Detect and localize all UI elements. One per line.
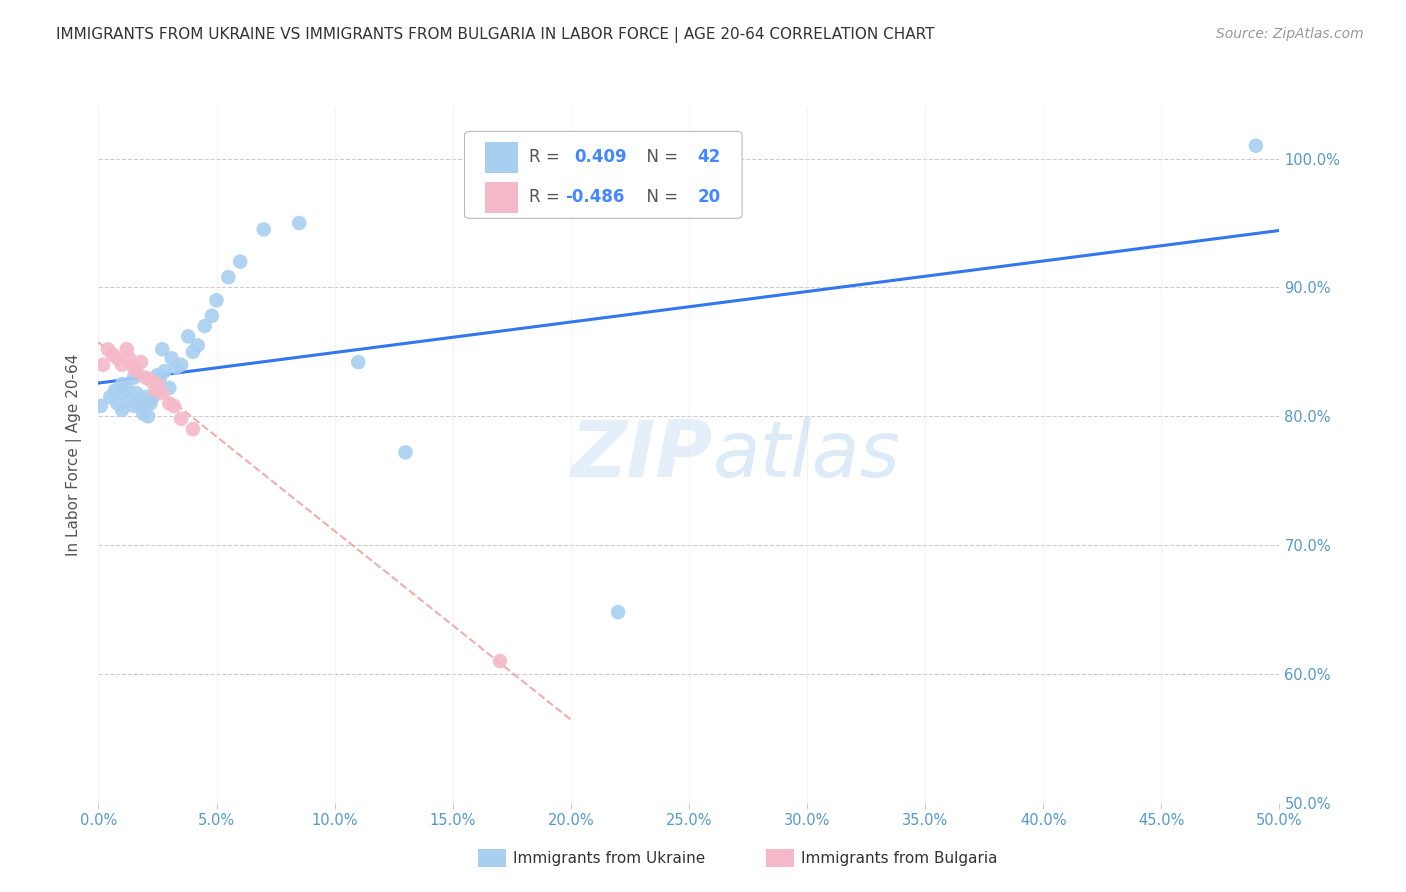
- Point: [135, 370, 157, 384]
- Point: [146, 368, 169, 382]
- Text: -0.486: -0.486: [565, 188, 624, 206]
- Point: [253, 222, 276, 236]
- Point: [170, 412, 193, 426]
- Point: [125, 386, 148, 401]
- Point: [111, 358, 134, 372]
- Point: [153, 364, 176, 378]
- Point: [187, 338, 209, 352]
- Point: [118, 351, 141, 366]
- Point: [288, 216, 311, 230]
- Point: [97, 343, 120, 357]
- Point: [149, 370, 172, 384]
- Point: [122, 399, 145, 413]
- Point: [150, 343, 173, 357]
- Text: atlas: atlas: [713, 417, 900, 493]
- Point: [157, 381, 180, 395]
- Point: [128, 392, 150, 407]
- Point: [205, 293, 228, 308]
- Text: Immigrants from Bulgaria: Immigrants from Bulgaria: [801, 852, 998, 866]
- Point: [135, 399, 157, 413]
- Point: [489, 654, 512, 668]
- Point: [129, 355, 152, 369]
- Point: [139, 396, 162, 410]
- Point: [177, 329, 200, 343]
- Point: [165, 360, 187, 375]
- Point: [160, 351, 183, 366]
- Point: [347, 355, 370, 369]
- FancyBboxPatch shape: [464, 131, 742, 219]
- Point: [122, 370, 145, 384]
- Point: [181, 422, 204, 436]
- Text: ZIP: ZIP: [571, 417, 713, 493]
- Point: [163, 399, 186, 413]
- Text: 20: 20: [697, 188, 720, 206]
- Text: IMMIGRANTS FROM UKRAINE VS IMMIGRANTS FROM BULGARIA IN LABOR FORCE | AGE 20-64 C: IMMIGRANTS FROM UKRAINE VS IMMIGRANTS FR…: [56, 27, 935, 43]
- Point: [150, 386, 173, 401]
- Point: [136, 409, 159, 424]
- Point: [125, 364, 148, 378]
- Point: [115, 381, 138, 395]
- Point: [170, 358, 193, 372]
- Point: [122, 360, 145, 375]
- Point: [146, 377, 169, 392]
- Point: [143, 384, 166, 398]
- Point: [98, 390, 121, 404]
- FancyBboxPatch shape: [485, 142, 517, 173]
- Point: [139, 373, 162, 387]
- Text: 0.409: 0.409: [575, 148, 627, 166]
- Text: R =: R =: [530, 148, 565, 166]
- Point: [105, 396, 128, 410]
- Point: [111, 377, 134, 392]
- Text: 42: 42: [697, 148, 720, 166]
- Point: [181, 344, 204, 359]
- Point: [229, 254, 252, 268]
- Point: [142, 390, 165, 404]
- Point: [111, 402, 134, 417]
- Point: [217, 270, 239, 285]
- Point: [118, 393, 141, 408]
- Point: [129, 399, 152, 413]
- Point: [201, 309, 224, 323]
- Point: [394, 445, 416, 459]
- Text: Immigrants from Ukraine: Immigrants from Ukraine: [513, 852, 706, 866]
- Text: N =: N =: [636, 188, 683, 206]
- Point: [111, 386, 134, 401]
- Point: [607, 605, 630, 619]
- Point: [157, 396, 180, 410]
- Point: [1244, 138, 1267, 153]
- Point: [194, 319, 217, 334]
- Text: N =: N =: [636, 148, 683, 166]
- Point: [90, 399, 112, 413]
- Point: [101, 347, 124, 361]
- Text: R =: R =: [530, 188, 565, 206]
- Point: [115, 343, 138, 357]
- Point: [104, 384, 127, 398]
- Y-axis label: In Labor Force | Age 20-64: In Labor Force | Age 20-64: [66, 354, 83, 556]
- Text: Source: ZipAtlas.com: Source: ZipAtlas.com: [1216, 27, 1364, 41]
- Point: [105, 351, 128, 366]
- Point: [135, 390, 157, 404]
- Point: [132, 407, 155, 421]
- Point: [91, 358, 114, 372]
- FancyBboxPatch shape: [485, 182, 517, 213]
